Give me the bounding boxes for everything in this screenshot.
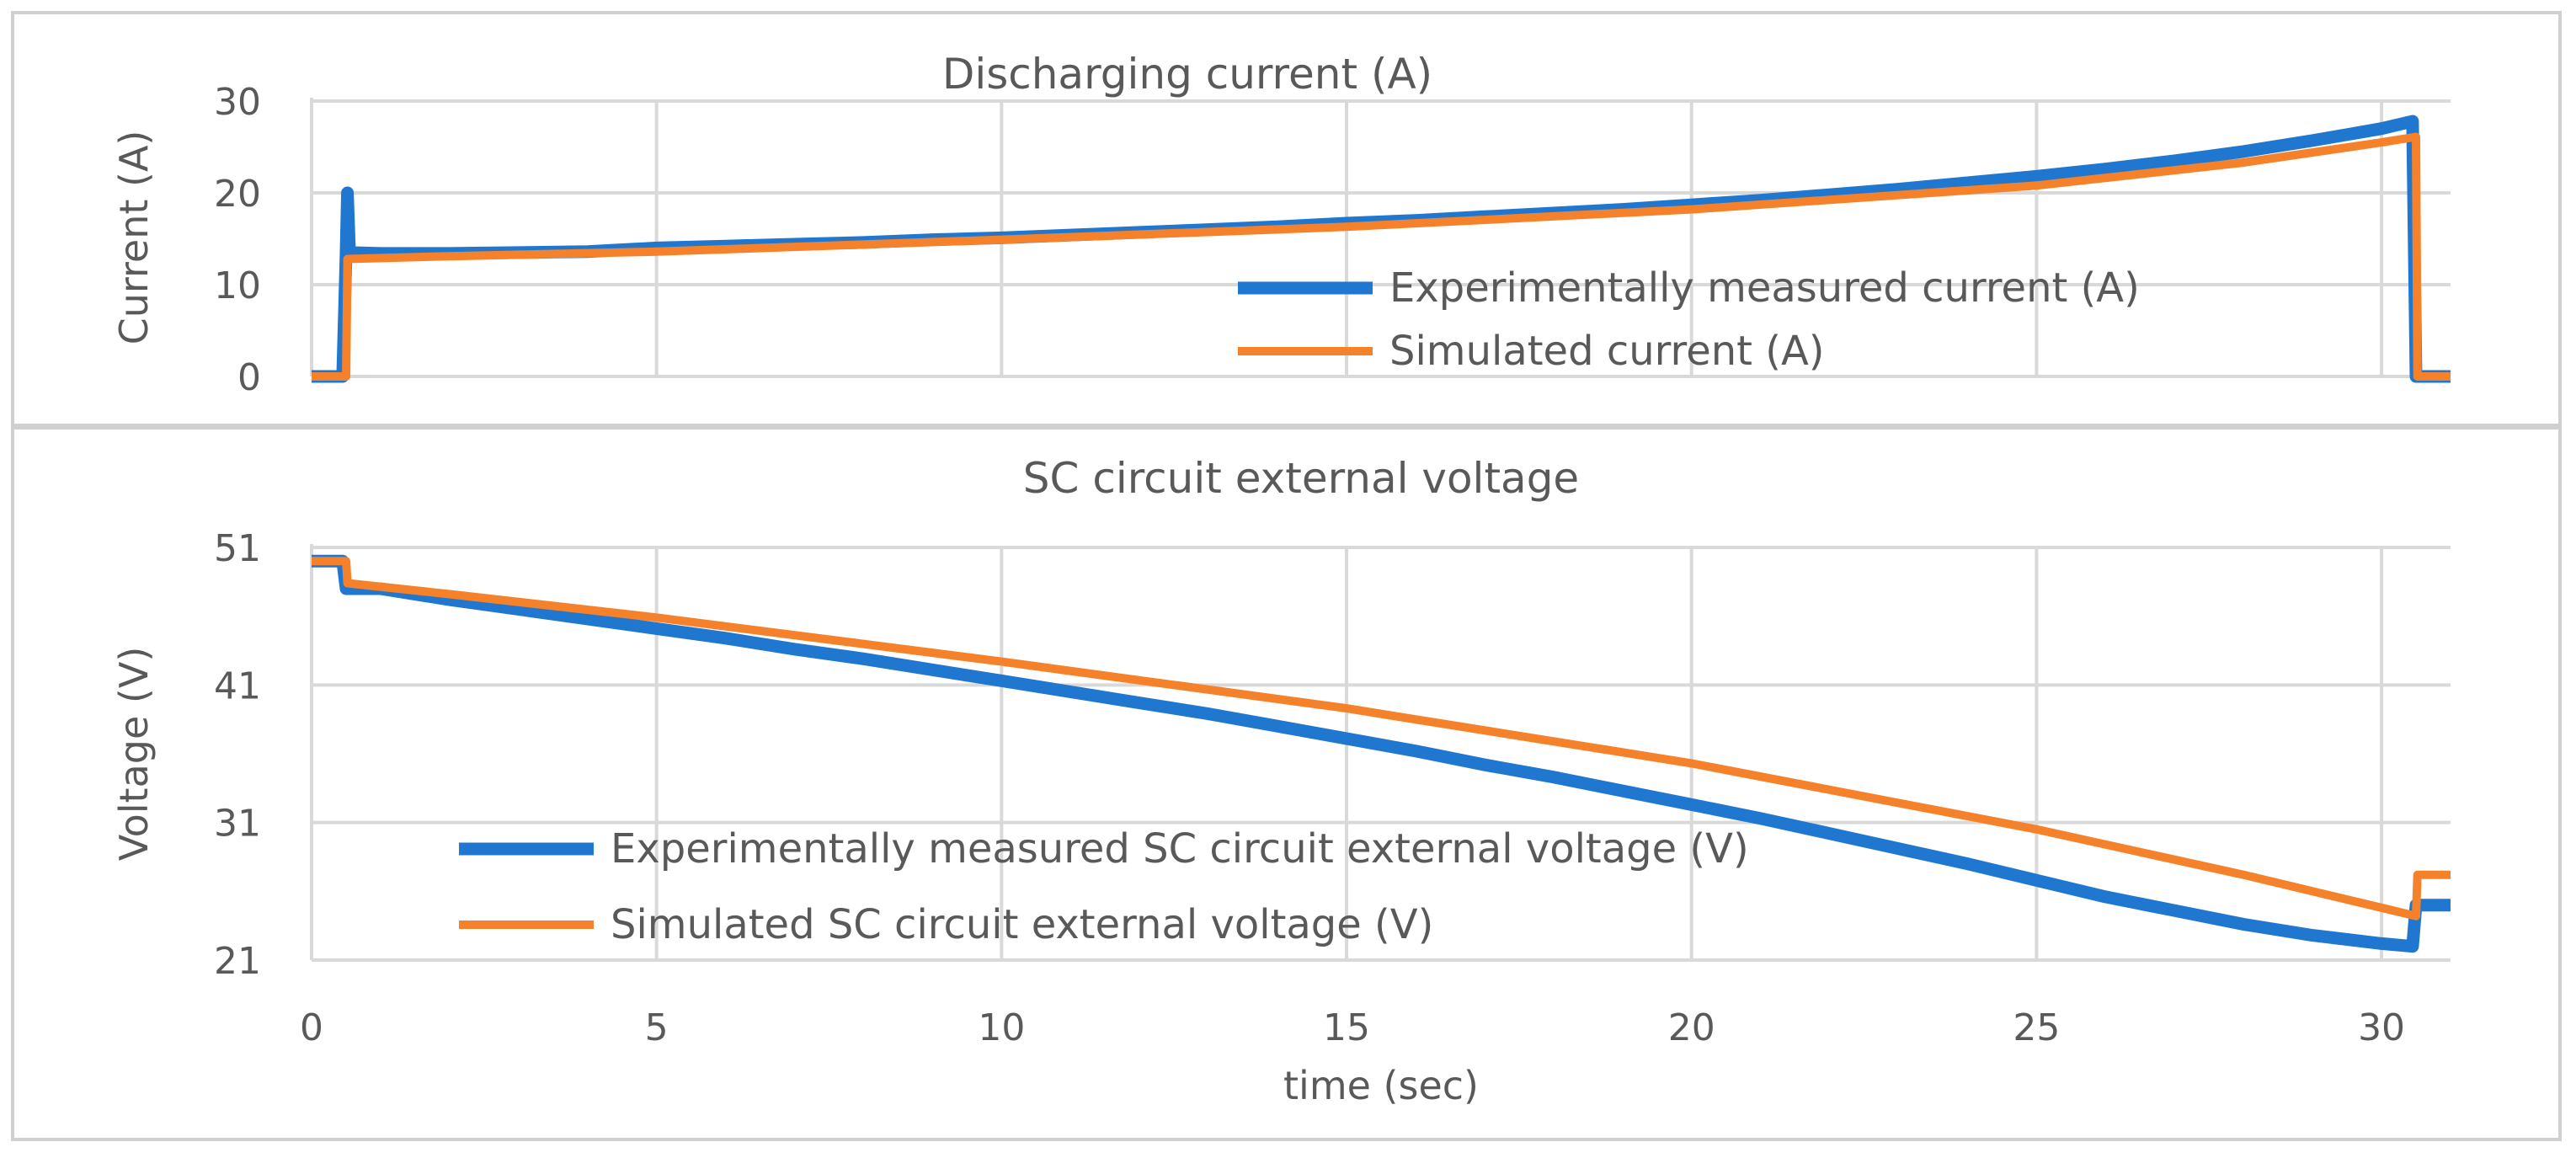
x-tick-label: 20 bbox=[1668, 1006, 1715, 1049]
series-line-1 bbox=[312, 557, 2451, 921]
x-tick-label: 0 bbox=[300, 1006, 323, 1049]
y-tick-label: 21 bbox=[214, 940, 261, 983]
y-tick-label: 0 bbox=[237, 356, 261, 399]
y-tick-label: 10 bbox=[214, 264, 261, 307]
y-axis-label: Current (A) bbox=[111, 131, 157, 345]
y-tick-label: 31 bbox=[214, 803, 261, 846]
chart-title: Discharging current (A) bbox=[942, 50, 1432, 99]
x-tick-label: 5 bbox=[645, 1006, 669, 1049]
legend-label: Simulated current (A) bbox=[1389, 328, 1825, 375]
y-tick-label: 41 bbox=[214, 664, 261, 707]
chart-frame bbox=[11, 11, 2562, 427]
chart-title: SC circuit external voltage bbox=[1023, 454, 1579, 503]
series-line-0 bbox=[312, 554, 2451, 953]
chart-frame bbox=[11, 426, 2562, 1141]
y-tick-label: 30 bbox=[214, 81, 261, 124]
y-tick-label: 51 bbox=[214, 527, 261, 570]
x-axis-label: time (sec) bbox=[1283, 1063, 1479, 1108]
series-line-1 bbox=[312, 132, 2451, 381]
current-chart: 0 10 20 30 Discharging current (A) Current (A… bbox=[11, 11, 2562, 427]
legend-label: Experimentally measured SC circuit exter… bbox=[611, 825, 1749, 873]
legend-label: Experimentally measured current (A) bbox=[1389, 264, 2140, 312]
x-tick-label: 15 bbox=[1323, 1006, 1370, 1049]
x-tick-label: 25 bbox=[2013, 1006, 2060, 1049]
x-tick-label: 30 bbox=[2358, 1006, 2405, 1049]
y-axis-label: Voltage (V) bbox=[111, 647, 157, 862]
legend-label: Simulated SC circuit external voltage (V… bbox=[611, 901, 1433, 948]
y-tick-label: 20 bbox=[214, 173, 261, 216]
x-tick-label: 10 bbox=[978, 1006, 1025, 1049]
